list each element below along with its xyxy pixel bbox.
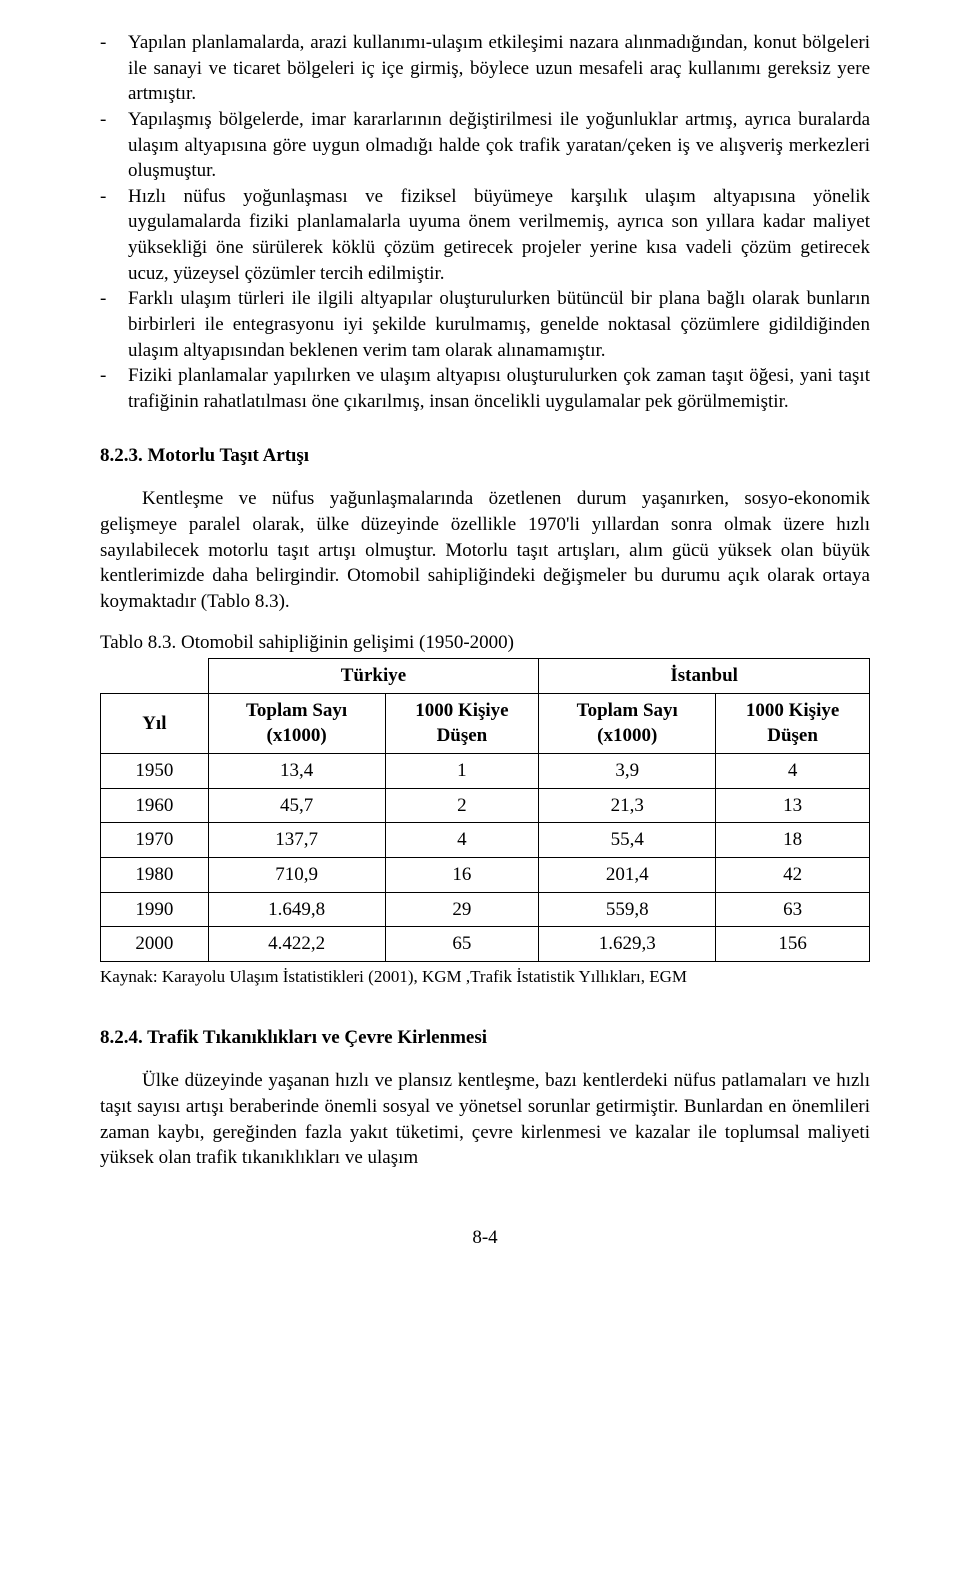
bullet-item: - Hızlı nüfus yoğunlaşması ve fiziksel b… [100,184,870,287]
table-source-line: Kaynak: Karayolu Ulaşım İstatistikleri (… [100,966,870,989]
table-row: 1970 137,7 4 55,4 18 [101,823,870,858]
table-83: Türkiye İstanbul Yıl Toplam Sayı (x1000)… [100,658,870,962]
cell: 1950 [101,754,209,789]
cell: 1.649,8 [208,892,385,927]
bullet-dash: - [100,107,128,133]
cell: 65 [385,927,539,962]
cell: 1990 [101,892,209,927]
paragraph-824: Ülke düzeyinde yaşanan hızlı ve plansız … [100,1068,870,1171]
cell: 2 [385,788,539,823]
section-heading-823: 8.2.3. Motorlu Taşıt Artışı [100,443,870,469]
cell: 1980 [101,857,209,892]
bullet-text: Farklı ulaşım türleri ile ilgili altyapı… [128,286,870,363]
cell: 21,3 [539,788,716,823]
table-group-header-turkiye: Türkiye [208,659,539,694]
cell: 156 [716,927,870,962]
table-col-year: Yıl [101,693,209,753]
cell: 4 [385,823,539,858]
cell: 201,4 [539,857,716,892]
cell: 559,8 [539,892,716,927]
table-header-empty [101,659,209,694]
cell: 1.629,3 [539,927,716,962]
bullet-item: - Yapılan planlamalarda, arazi kullanımı… [100,30,870,107]
cell: 1960 [101,788,209,823]
bullet-text: Fiziki planlamalar yapılırken ve ulaşım … [128,363,870,414]
table-row: 1960 45,7 2 21,3 13 [101,788,870,823]
table-row: 2000 4.422,2 65 1.629,3 156 [101,927,870,962]
table-row: 1980 710,9 16 201,4 42 [101,857,870,892]
cell: 1 [385,754,539,789]
table-group-header-row: Türkiye İstanbul [101,659,870,694]
cell: 137,7 [208,823,385,858]
cell: 13,4 [208,754,385,789]
section-heading-824: 8.2.4. Trafik Tıkanıklıkları ve Çevre Ki… [100,1025,870,1051]
table-caption: Tablo 8.3. Otomobil sahipliğinin gelişim… [100,630,870,656]
bullet-text: Yapılan planlamalarda, arazi kullanımı-u… [128,30,870,107]
cell: 18 [716,823,870,858]
bullet-dash: - [100,184,128,210]
bullet-dash: - [100,286,128,312]
table-col-tr-per1000: 1000 Kişiye Düşen [385,693,539,753]
cell: 4 [716,754,870,789]
bullet-item: - Fiziki planlamalar yapılırken ve ulaşı… [100,363,870,414]
table-row: 1990 1.649,8 29 559,8 63 [101,892,870,927]
cell: 29 [385,892,539,927]
bullet-item: - Farklı ulaşım türleri ile ilgili altya… [100,286,870,363]
table-body: 1950 13,4 1 3,9 4 1960 45,7 2 21,3 13 19… [101,754,870,962]
table-group-header-istanbul: İstanbul [539,659,870,694]
bullet-dash: - [100,363,128,389]
cell: 45,7 [208,788,385,823]
bullet-text: Yapılaşmış bölgelerde, imar kararlarının… [128,107,870,184]
cell: 55,4 [539,823,716,858]
bullet-item: - Yapılaşmış bölgelerde, imar kararların… [100,107,870,184]
table-col-tr-total: Toplam Sayı (x1000) [208,693,385,753]
cell: 16 [385,857,539,892]
table-sub-header-row: Yıl Toplam Sayı (x1000) 1000 Kişiye Düşe… [101,693,870,753]
cell: 1970 [101,823,209,858]
cell: 42 [716,857,870,892]
bullet-list: - Yapılan planlamalarda, arazi kullanımı… [100,30,870,415]
cell: 4.422,2 [208,927,385,962]
cell: 3,9 [539,754,716,789]
bullet-dash: - [100,30,128,56]
bullet-text: Hızlı nüfus yoğunlaşması ve fiziksel büy… [128,184,870,287]
cell: 13 [716,788,870,823]
table-col-ist-total: Toplam Sayı (x1000) [539,693,716,753]
paragraph-823: Kentleşme ve nüfus yağunlaşmalarında öze… [100,486,870,614]
cell: 63 [716,892,870,927]
table-row: 1950 13,4 1 3,9 4 [101,754,870,789]
cell: 710,9 [208,857,385,892]
table-col-ist-per1000: 1000 Kişiye Düşen [716,693,870,753]
cell: 2000 [101,927,209,962]
page-number: 8-4 [100,1225,870,1251]
